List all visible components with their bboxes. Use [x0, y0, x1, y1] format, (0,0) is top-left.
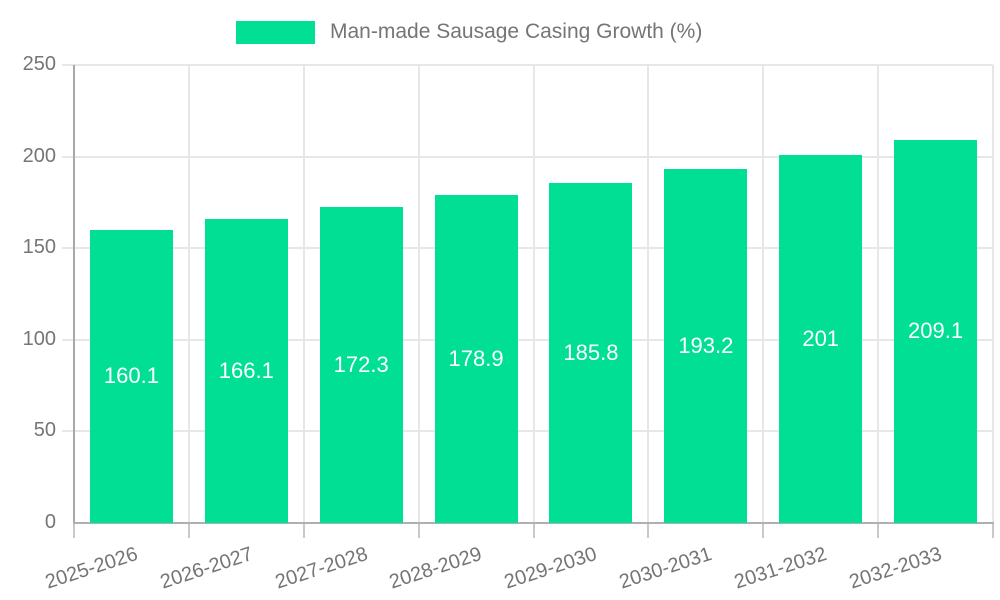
bar-value-label: 185.8	[563, 339, 619, 365]
x-gridline	[647, 65, 650, 523]
bar-value-label: 160.1	[103, 363, 159, 389]
y-gridline	[62, 338, 993, 341]
x-axis-label: 2030-2031	[616, 543, 715, 594]
x-axis-label: 2027-2028	[272, 543, 370, 594]
x-gridline	[187, 65, 190, 523]
bar[interactable]	[894, 139, 978, 523]
x-axis-tick	[647, 524, 650, 538]
x-gridline	[877, 65, 880, 523]
y-axis-line	[73, 65, 75, 523]
bar[interactable]	[434, 195, 518, 523]
bar[interactable]	[549, 182, 633, 523]
x-gridline	[532, 65, 535, 523]
x-gridline	[302, 65, 305, 523]
bar-value-label: 193.2	[678, 333, 734, 359]
x-axis-tick	[302, 524, 305, 538]
x-gridline	[992, 65, 994, 523]
x-axis-label: 2026-2027	[157, 543, 256, 594]
x-axis-label: 2031-2032	[731, 543, 830, 594]
x-axis-tick	[532, 524, 535, 538]
bar[interactable]	[89, 229, 173, 523]
x-axis-line	[73, 522, 994, 524]
bar[interactable]	[779, 154, 863, 523]
bar[interactable]	[204, 218, 288, 523]
legend[interactable]: Man-made Sausage Casing Growth (%)	[236, 20, 702, 44]
y-axis-label: 200	[22, 144, 56, 167]
bar-value-label: 172.3	[333, 352, 389, 378]
y-gridline	[62, 155, 993, 158]
legend-label: Man-made Sausage Casing Growth (%)	[330, 20, 703, 43]
x-axis-label: 2028-2029	[387, 543, 485, 594]
x-gridline	[762, 65, 765, 523]
bar-value-label: 209.1	[908, 318, 964, 344]
y-gridline	[62, 247, 993, 250]
x-axis-label: 2025-2026	[42, 543, 141, 594]
x-axis-label: 2029-2030	[501, 543, 600, 594]
bar[interactable]	[319, 207, 403, 523]
x-gridline	[417, 65, 420, 523]
bar-value-label: 201	[802, 325, 840, 351]
legend-swatch	[236, 20, 315, 44]
y-gridline	[62, 64, 993, 66]
y-axis-label: 250	[22, 53, 56, 75]
y-gridline	[62, 430, 993, 433]
y-axis-label: 100	[22, 327, 56, 350]
bar[interactable]	[664, 169, 748, 523]
x-axis-tick	[877, 524, 880, 538]
y-axis-label: 50	[33, 419, 56, 442]
x-axis-tick	[73, 524, 75, 538]
x-axis-tick	[992, 524, 994, 538]
bar-value-label: 178.9	[448, 346, 504, 372]
x-axis-tick	[187, 524, 190, 538]
y-axis-label: 150	[22, 236, 56, 259]
x-axis-tick	[762, 524, 765, 538]
bar-value-label: 166.1	[218, 357, 274, 383]
y-axis-label: 0	[44, 511, 56, 533]
x-axis-tick	[417, 524, 420, 538]
x-axis-label: 2032-2033	[846, 543, 945, 594]
